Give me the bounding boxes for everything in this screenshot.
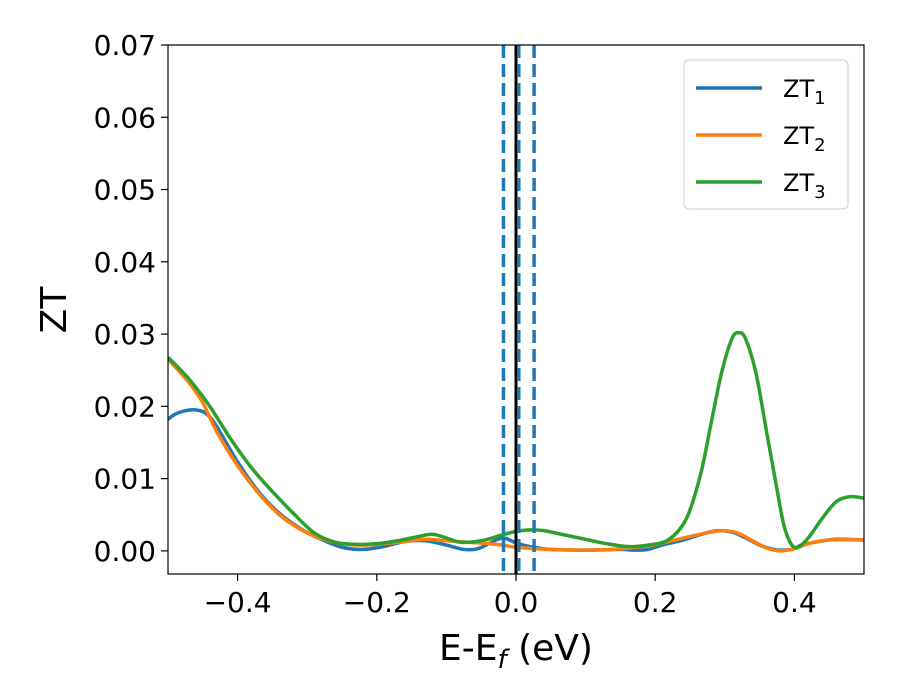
y-tick-label: 0.05 [94, 174, 156, 207]
reference-lines [501, 45, 536, 574]
y-tick-label: 0.01 [94, 463, 156, 496]
series-line-zt2 [168, 358, 864, 553]
x-tick-label: 0.4 [772, 586, 817, 619]
x-tick-label: 0.0 [494, 586, 539, 619]
x-axis-label: E-Ef (eV) [439, 628, 593, 675]
y-tick-label: 0.03 [94, 318, 156, 351]
y-tick-label: 0.04 [94, 246, 156, 279]
y-tick-label: 0.06 [94, 101, 156, 134]
y-tick-label: 0.00 [94, 535, 156, 568]
legend: ZT1 ZT2 ZT3 [683, 59, 849, 210]
y-axis: 0.00 0.01 0.02 0.03 0.04 0.05 0.06 0.07 [94, 29, 168, 568]
legend-label-zt3: ZT3 [783, 169, 826, 203]
legend-label-zt2: ZT2 [783, 122, 826, 156]
legend-box [683, 59, 849, 210]
y-axis-label: ZT [34, 286, 75, 334]
y-tick-label: 0.07 [94, 29, 156, 62]
y-tick-label: 0.02 [94, 390, 156, 423]
series-line-zt3 [168, 330, 864, 550]
x-axis: −0.4 −0.2 0.0 0.2 0.4 [204, 574, 817, 619]
x-tick-label: −0.2 [343, 586, 411, 619]
series-layer [168, 330, 864, 553]
x-tick-label: −0.4 [204, 586, 272, 619]
x-tick-label: 0.2 [633, 586, 678, 619]
legend-label-zt1: ZT1 [783, 75, 826, 109]
